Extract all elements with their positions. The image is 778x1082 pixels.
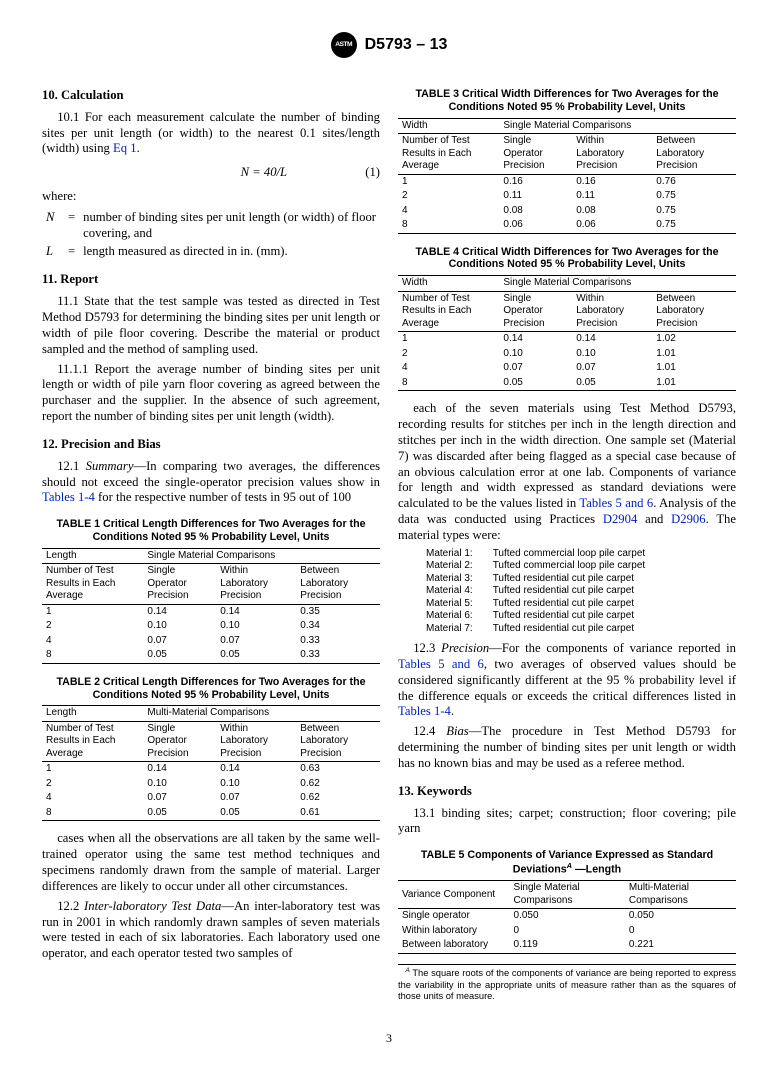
p-12-1-contd: cases when all the observations are all … xyxy=(42,831,380,894)
p-13-1: 13.1 binding sites; carpet; construction… xyxy=(398,806,736,838)
materials-list: Material 1:Tufted commercial loop pile c… xyxy=(426,548,665,636)
astm-logo-icon: ASTM xyxy=(331,32,357,58)
where-label: where: xyxy=(42,189,380,205)
section-10-head: 10. Calculation xyxy=(42,88,380,104)
p-12-1: 12.1 Summary—In comparing two averages, … xyxy=(42,459,380,506)
table-2: LengthMulti-Material Comparisons Number … xyxy=(42,705,380,821)
tables-1-4-link-b[interactable]: Tables 1-4 xyxy=(398,704,451,718)
d2904-link[interactable]: D2904 xyxy=(603,512,637,526)
table-3-title: TABLE 3 Critical Width Differences for T… xyxy=(398,88,736,114)
table-5: Variance ComponentSingle Material Compar… xyxy=(398,880,736,954)
page-number: 3 xyxy=(42,1031,736,1046)
tables-1-4-link[interactable]: Tables 1-4 xyxy=(42,490,95,504)
section-13-head: 13. Keywords xyxy=(398,784,736,800)
table-2-title: TABLE 2 Critical Length Differences for … xyxy=(42,676,380,702)
designation: D5793 – 13 xyxy=(365,35,448,55)
tables-5-6-link-b[interactable]: Tables 5 and 6 xyxy=(398,657,484,671)
p-12-2: 12.2 Inter-laboratory Test Data—An inter… xyxy=(42,899,380,962)
tables-5-6-link[interactable]: Tables 5 and 6 xyxy=(579,496,653,510)
table-4-title: TABLE 4 Critical Width Differences for T… xyxy=(398,246,736,272)
def-list: N=number of binding sites per unit lengt… xyxy=(42,209,380,260)
table-1-title: TABLE 1 Critical Length Differences for … xyxy=(42,518,380,544)
p-10-1: 10.1 For each measurement calculate the … xyxy=(42,110,380,157)
p-11-1-1: 11.1.1 Report the average number of bind… xyxy=(42,362,380,425)
section-11-head: 11. Report xyxy=(42,272,380,288)
equation-1: N = 40/L(1) xyxy=(42,161,380,185)
table-5-title: TABLE 5 Components of Variance Expressed… xyxy=(398,849,736,876)
p-12-2-col2: each of the seven materials using Test M… xyxy=(398,401,736,543)
eq1-link[interactable]: Eq 1 xyxy=(113,141,137,155)
d2906-link[interactable]: D2906 xyxy=(671,512,705,526)
p-11-1: 11.1 State that the test sample was test… xyxy=(42,294,380,357)
section-12-head: 12. Precision and Bias xyxy=(42,437,380,453)
page-header: ASTM D5793 – 13 xyxy=(42,32,736,58)
table-3: WidthSingle Material Comparisons Number … xyxy=(398,118,736,234)
table-5-footnote: A The square roots of the components of … xyxy=(398,964,736,1003)
table-4: WidthSingle Material Comparisons Number … xyxy=(398,275,736,391)
table-1: LengthSingle Material Comparisons Number… xyxy=(42,548,380,664)
p-12-4: 12.4 Bias—The procedure in Test Method D… xyxy=(398,724,736,771)
p-12-3: 12.3 Precision—For the components of var… xyxy=(398,641,736,720)
